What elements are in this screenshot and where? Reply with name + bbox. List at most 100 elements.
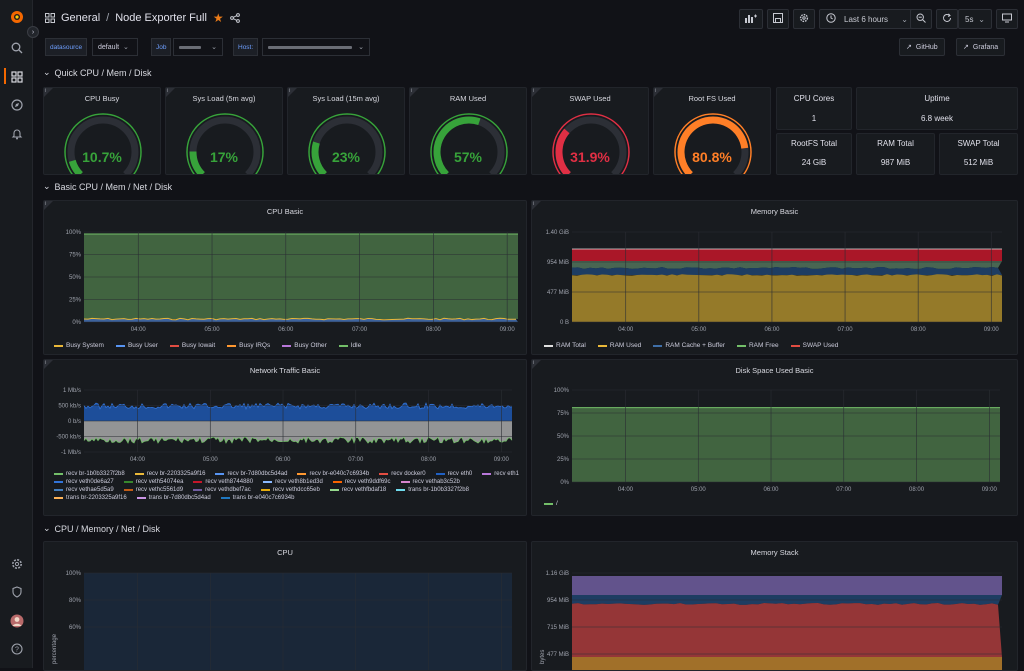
dashboard-settings-button[interactable] <box>793 9 815 29</box>
legend-item[interactable]: SWAP Used <box>790 342 838 349</box>
nav-expand-chevron-icon[interactable]: › <box>27 26 39 38</box>
alerting-bell-icon[interactable] <box>8 125 25 142</box>
legend-item[interactable]: recv br-7d80dbc5d4ad <box>215 471 287 477</box>
legend-item[interactable]: trans br-7d80dbc5d4ad <box>136 495 211 501</box>
panel-memory-basic[interactable]: i Memory Basic 1.40 GiB 954 MiB 477 MiB 0 B… <box>531 200 1018 355</box>
legend-item[interactable]: RAM Cache + Buffer <box>653 342 725 349</box>
stat-panel-cpu-cores[interactable]: CPU Cores 1 <box>776 87 852 130</box>
gauge-panel[interactable]: i Root FS Used 80.8% <box>653 87 771 175</box>
network-traffic-legend: recv br-1b0b3327f2b8 recv br-2203325a9f16… <box>54 471 524 501</box>
shield-icon[interactable] <box>8 583 25 600</box>
legend-item[interactable]: recv veth0de6a27 <box>54 479 114 485</box>
legend-item[interactable]: Idle <box>338 342 361 349</box>
panel-disk-space-used-basic[interactable]: i Disk Space Used Basic 100% 75% 50% 25% 0% 0… <box>531 359 1018 516</box>
gauge-panel[interactable]: i Sys Load (15m avg) 23% <box>287 87 405 175</box>
zoom-out-button[interactable] <box>910 9 932 29</box>
github-link[interactable]: ↗ GitHub <box>899 38 945 56</box>
legend-item[interactable]: Busy User <box>115 342 158 349</box>
legend-item[interactable]: trans br-e040c7c6934b <box>220 495 294 501</box>
dashboards-icon[interactable] <box>8 68 25 85</box>
star-icon[interactable]: ★ <box>212 11 224 25</box>
host-select[interactable]: ⌄ <box>262 38 370 56</box>
view-mode-button[interactable] <box>996 9 1018 29</box>
datasource-select[interactable]: default ⌄ <box>92 38 138 56</box>
y-tick-label: 50% <box>69 275 82 281</box>
panel-cpu[interactable]: CPU 100% 80% 60% percentage <box>43 541 527 671</box>
legend-item[interactable]: recv vethdbef7ac <box>193 487 251 493</box>
legend-item[interactable]: recv veth54074ea <box>123 479 183 485</box>
legend-item[interactable]: trans br-2203325a9f16 <box>54 495 127 501</box>
settings-gear-icon[interactable] <box>8 555 25 572</box>
legend-item[interactable]: recv eth1 <box>482 471 519 477</box>
legend-item[interactable]: RAM Used <box>597 342 641 349</box>
legend-item[interactable]: Busy System <box>54 342 104 349</box>
legend-item[interactable]: Busy IRQs <box>227 342 270 349</box>
share-icon[interactable] <box>229 13 240 23</box>
panel-memory-stack[interactable]: Memory Stack 1.16 GiB 954 MiB 715 MiB 477 M… <box>531 541 1018 671</box>
legend-item[interactable]: recv veth9ddf69c <box>332 479 391 485</box>
legend-item[interactable]: RAM Total <box>544 342 586 349</box>
save-dashboard-button[interactable] <box>767 9 789 29</box>
cpu-basic-graph[interactable]: 100% 75% 50% 25% 0% 04:00 05:00 06:00 07:00 08:00… <box>44 223 527 353</box>
grafana-link[interactable]: ↗ Grafana <box>956 38 1006 56</box>
x-tick-label: 05:00 <box>691 487 707 493</box>
help-icon[interactable]: ? <box>8 640 25 657</box>
gauge-panel[interactable]: i SWAP Used 31.9% <box>531 87 649 175</box>
panel-network-traffic-basic[interactable]: i Network Traffic Basic 1 Mb/s 500 kb/s 0 … <box>43 359 527 516</box>
grafana-logo-icon[interactable] <box>8 8 25 25</box>
network-traffic-graph[interactable]: 1 Mb/s 500 kb/s 0 b/s -500 kb/s -1 Mb/s 04:00… <box>44 382 527 474</box>
gauge-threshold-ring <box>552 113 630 174</box>
refresh-button[interactable] <box>936 9 958 29</box>
x-tick-label: 04:00 <box>131 327 147 333</box>
explore-compass-icon[interactable] <box>8 96 25 113</box>
legend-item[interactable]: recv vethc5561d9 <box>123 487 183 493</box>
breadcrumb-folder[interactable]: General <box>61 12 101 24</box>
legend-item[interactable]: recv vethfbdaf18 <box>329 487 386 493</box>
gauge-track <box>311 116 383 174</box>
cpu-graph[interactable]: 100% 80% 60% percentage <box>44 564 527 671</box>
legend-label: recv br-7d80dbc5d4ad <box>227 471 288 477</box>
panel-title: Network Traffic Basic <box>249 366 321 375</box>
user-avatar[interactable] <box>8 612 25 629</box>
legend-item[interactable]: recv veth8744880 <box>193 479 253 485</box>
legend-item[interactable]: / <box>544 500 558 507</box>
stat-panel-ram-total[interactable]: RAM Total 987 MiB <box>856 133 935 175</box>
job-select[interactable]: ⌄ <box>173 38 223 56</box>
legend-item[interactable]: Busy Other <box>282 342 327 349</box>
refresh-interval-select[interactable]: 5s ⌄ <box>958 9 992 29</box>
legend-item[interactable]: trans br-1b0b3327f2b8 <box>396 487 469 493</box>
legend-swatch <box>123 489 133 491</box>
panel-cpu-basic[interactable]: i CPU Basic 100% 75% 50% 25% 0% 04:00 05:00 06:… <box>43 200 527 355</box>
legend-item[interactable]: recv vethab3c52b <box>400 479 460 485</box>
gauge-arc <box>552 113 630 174</box>
x-tick-label: 08:00 <box>909 487 925 493</box>
stat-panel-uptime[interactable]: Uptime 6.8 week <box>856 87 1018 130</box>
legend-item[interactable]: Busy Iowait <box>169 342 215 349</box>
legend-item[interactable]: recv eth0 <box>435 471 472 477</box>
row-header-quick[interactable]: ⌄ Quick CPU / Mem / Disk <box>43 67 152 78</box>
gauge-panel[interactable]: i RAM Used 57% <box>409 87 527 175</box>
legend-item[interactable]: recv br-e040c7c6934b <box>297 471 369 477</box>
gauge-panel[interactable]: i CPU Busy 10.7% <box>43 87 161 175</box>
search-icon[interactable] <box>8 39 25 56</box>
stat-panel-swap-total[interactable]: SWAP Total 512 MiB <box>939 133 1018 175</box>
y-tick-label: 1 Mb/s <box>63 388 81 394</box>
gauge-panel[interactable]: i Sys Load (5m avg) 17% <box>165 87 283 175</box>
dashboard-title[interactable]: Node Exporter Full <box>115 12 207 24</box>
stat-panel-rootfs-total[interactable]: RootFS Total 24 GiB <box>776 133 852 175</box>
time-range-picker[interactable]: Last 6 hours ⌄ <box>819 9 915 29</box>
memory-basic-graph[interactable]: 1.40 GiB 954 MiB 477 MiB 0 B 04:00 05:00 06:00… <box>532 223 1018 353</box>
legend-item[interactable]: recv br-1b0b3327f2b8 <box>54 471 125 477</box>
legend-item[interactable]: recv br-2203325a9f16 <box>134 471 205 477</box>
disk-space-graph[interactable]: 100% 75% 50% 25% 0% 04:00 05:00 06:00 07:00 08:00… <box>532 382 1018 504</box>
row-header-basic[interactable]: ⌄ Basic CPU / Mem / Net / Disk <box>43 181 172 192</box>
legend-item[interactable]: recv vethdcc65eb <box>260 487 320 493</box>
row-header-cpu-memory[interactable]: ⌄ CPU / Memory / Net / Disk <box>43 523 160 534</box>
legend-swatch <box>169 344 179 347</box>
legend-item[interactable]: RAM Free <box>736 342 779 349</box>
legend-item[interactable]: recv vethae5d5a9 <box>54 487 114 493</box>
add-panel-button[interactable] <box>739 9 763 29</box>
legend-item[interactable]: recv veth8b1ed3d <box>263 479 323 485</box>
legend-item[interactable]: recv docker0 <box>379 471 426 477</box>
